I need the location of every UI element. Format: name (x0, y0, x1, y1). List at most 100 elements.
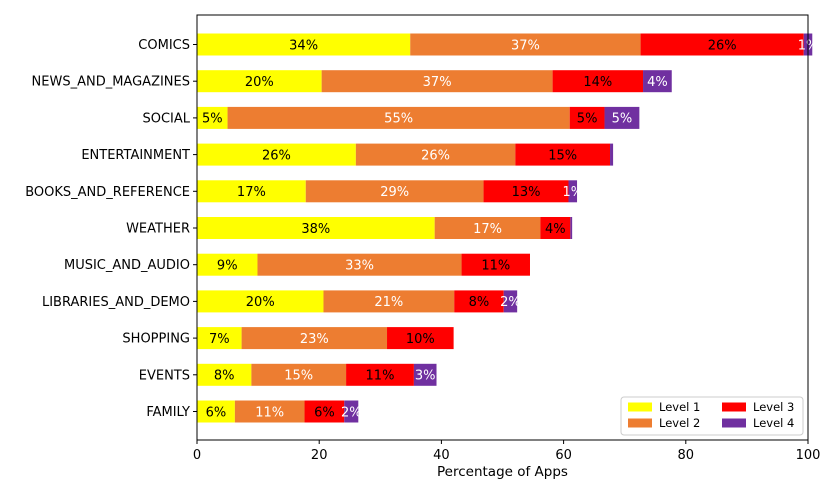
bar-value-label: 4% (545, 222, 566, 237)
legend-box (620, 396, 804, 436)
bar-segment (540, 217, 571, 239)
category-label: SHOPPING (122, 332, 190, 347)
bar-value-label: 13% (512, 185, 541, 200)
bar-value-label: 34% (289, 38, 318, 53)
x-axis-title: Percentage of Apps (437, 464, 568, 480)
bar-segment (552, 70, 644, 93)
bar-segment (304, 400, 345, 423)
bar-segment (643, 70, 672, 93)
bar-segment (227, 106, 570, 129)
bar-segment (387, 327, 454, 350)
bar-value-label: 26% (708, 38, 737, 53)
bar-value-label: 2% (341, 405, 362, 420)
legend-label: Level 1 (659, 400, 700, 414)
bar-value-label: 11% (255, 405, 284, 420)
bar-segment (413, 363, 437, 386)
bar-value-label: 14% (583, 75, 612, 90)
bar-value-label: 23% (300, 332, 329, 347)
bar-value-label: 20% (246, 295, 275, 310)
bar-segment (257, 253, 462, 276)
bar-segment (241, 327, 388, 350)
bar-value-label: 9% (217, 259, 238, 274)
bar-value-label: 6% (206, 405, 227, 420)
bar-value-label: 33% (345, 259, 374, 274)
category-label: BOOKS_AND_REFERENCE (25, 185, 190, 200)
bar-value-label: 26% (262, 148, 291, 163)
bar-segment (346, 363, 414, 386)
category-label: NEWS_AND_MAGAZINES (32, 75, 190, 90)
bar-segment (197, 290, 324, 313)
category-label: SOCIAL (142, 111, 190, 126)
bar-value-label: 37% (511, 38, 540, 53)
bar-segment (569, 106, 605, 129)
bar-value-label: 8% (469, 295, 490, 310)
bar-segment (197, 363, 252, 386)
bar-segment (197, 400, 235, 423)
bar-value-label: 5% (612, 112, 633, 127)
bar-value-label: 4% (647, 75, 668, 90)
category-label: MUSIC_AND_AUDIO (64, 258, 190, 273)
legend-label: Level 3 (753, 400, 794, 414)
bar-value-label: 55% (384, 112, 413, 127)
bar-segment (344, 400, 359, 423)
bar-segment (355, 143, 516, 166)
legend-swatch (722, 418, 746, 428)
x-tick-label: 100 (796, 448, 821, 463)
bar-segment (197, 70, 322, 93)
bars-layer (197, 33, 813, 423)
bar-value-label: 5% (577, 112, 598, 127)
bar-value-label: 17% (237, 185, 266, 200)
x-tick-label: 40 (433, 448, 450, 463)
bar-value-label: 10% (406, 332, 435, 347)
bar-value-label: 15% (284, 369, 313, 384)
bar-segment (197, 217, 435, 239)
bar-value-label: 8% (214, 369, 235, 384)
x-tick-label: 20 (311, 448, 328, 463)
category-label: COMICS (138, 38, 190, 53)
bar-segment (197, 253, 258, 276)
bar-segment (610, 143, 614, 166)
bar-value-label: 5% (202, 112, 223, 127)
bar-segment (197, 180, 306, 203)
bar-segment (305, 180, 484, 203)
bar-segment (321, 70, 553, 93)
x-tick-label: 80 (678, 448, 695, 463)
bar-segment (197, 327, 242, 350)
bar-value-label: 29% (380, 185, 409, 200)
category-label: LIBRARIES_AND_DEMO (42, 295, 190, 310)
bar-value-label: 3% (415, 369, 436, 384)
legend-swatch (628, 418, 652, 428)
bar-segment (197, 106, 228, 129)
bar-value-label: 17% (473, 222, 502, 237)
bar-segment (251, 363, 347, 386)
bar-segment (483, 180, 569, 203)
bar-segment (503, 290, 518, 313)
bar-segment (604, 106, 640, 129)
legend-label: Level 4 (753, 416, 794, 430)
bar-value-label: 37% (423, 75, 452, 90)
legend-swatch (722, 402, 746, 412)
bar-value-label: 38% (301, 222, 330, 237)
x-axis: 0 20 40 60 80 100 (193, 440, 821, 463)
legend: Level 1 Level 2 Level 3 Level 4 (620, 396, 804, 436)
bar-segment (454, 290, 504, 313)
legend-swatch (628, 402, 652, 412)
bar-segment (323, 290, 455, 313)
bar-segment (640, 33, 804, 56)
bar-segment (410, 33, 641, 56)
bar-segment (461, 253, 530, 276)
bar-value-label: 2% (500, 295, 521, 310)
category-label: EVENTS (139, 368, 190, 383)
x-tick-label: 60 (555, 448, 572, 463)
bar-segment (570, 217, 573, 239)
category-label: FAMILY (146, 405, 190, 420)
bar-value-label: 15% (548, 148, 577, 163)
bar-value-label: 26% (421, 148, 450, 163)
legend-label: Level 2 (659, 416, 700, 430)
bar-segment (434, 217, 541, 239)
bar-segment (197, 143, 356, 166)
bar-segment (197, 33, 411, 56)
category-label: WEATHER (126, 222, 190, 237)
bar-value-label: 1% (562, 185, 583, 200)
